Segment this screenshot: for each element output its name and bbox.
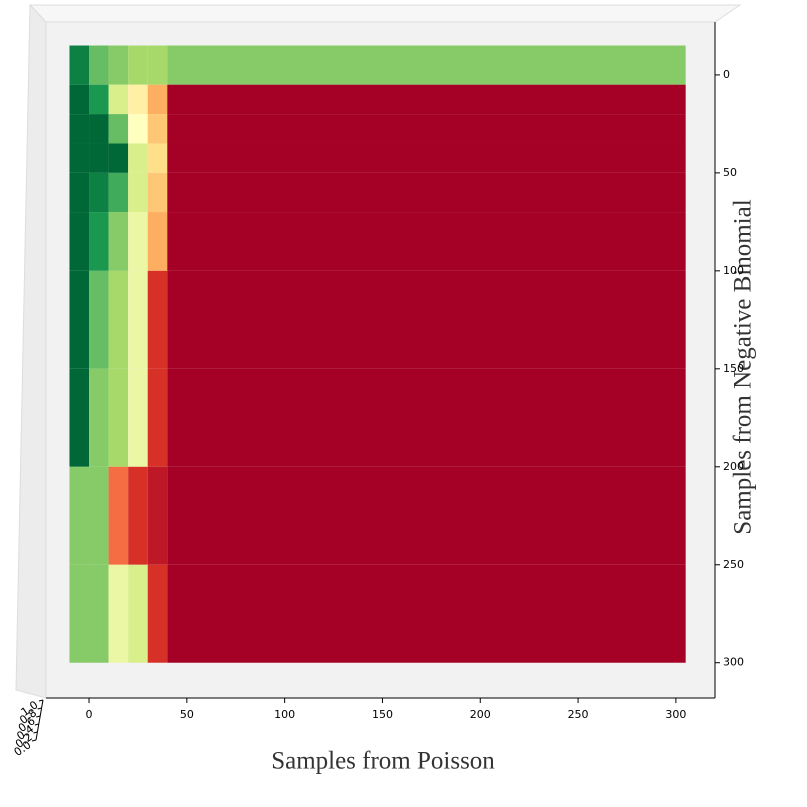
surface-cell (128, 45, 148, 85)
surface-cell (147, 84, 168, 115)
surface-cell (69, 84, 90, 115)
y-tick-label: 250 (723, 558, 744, 571)
surface-cell (108, 84, 129, 115)
x-tick-label: 200 (470, 708, 491, 721)
y-tick-label: 50 (723, 166, 737, 179)
x-axis-title: Samples from Poisson (271, 748, 495, 775)
surface-cell (128, 368, 148, 467)
surface-cell (108, 368, 129, 467)
y-axis-title: Samples from Negative Binomial (730, 199, 757, 534)
surface-cell (108, 466, 129, 565)
surface-cell (167, 564, 686, 663)
surface-cell (167, 270, 686, 369)
surface-cell (128, 84, 148, 115)
z-tick (34, 723, 39, 726)
z-tick (36, 715, 41, 718)
x-tick-label: 0 (86, 708, 93, 721)
z-tick (33, 731, 38, 734)
surface-cell (108, 114, 129, 144)
surface-cell (147, 45, 168, 85)
surface-cell (89, 270, 109, 369)
surface-cell (167, 114, 686, 144)
surface-cell (167, 466, 686, 565)
surface-cell (69, 564, 90, 663)
surface-cell (89, 114, 109, 144)
surface-cell (69, 212, 90, 271)
x-tick-label: 50 (180, 708, 194, 721)
y-tick-label: 0 (723, 68, 730, 81)
surface-cell (69, 45, 90, 85)
surface-cell (89, 466, 109, 565)
surface-cell (147, 143, 168, 173)
surface-cell (167, 84, 686, 115)
surface-cell (89, 564, 109, 663)
surface-cell (147, 172, 168, 213)
surface-cell (69, 172, 90, 213)
surface-cell (167, 368, 686, 467)
z-axis-line (35, 699, 44, 741)
z-tick (38, 699, 44, 702)
surface-cell (147, 114, 168, 144)
surface-cell (89, 172, 109, 213)
surface-cell (167, 45, 686, 85)
y-tick-label: 100 (723, 264, 744, 277)
surface-cell (89, 84, 109, 115)
x-tick-label: 100 (274, 708, 295, 721)
y-tick-label: 300 (723, 656, 744, 669)
surface-cell (147, 212, 168, 271)
surface-cell (128, 114, 148, 144)
surface-cell (128, 270, 148, 369)
surface-cell (147, 466, 168, 565)
x-tick-label: 250 (568, 708, 589, 721)
surface-cell (89, 212, 109, 271)
surface-cell (147, 270, 168, 369)
x-tick-label: 150 (372, 708, 393, 721)
y-tick-label: 200 (723, 460, 744, 473)
surface-cell (108, 212, 129, 271)
surface-cell (128, 143, 148, 173)
surface-cell (128, 564, 148, 663)
surface-cell (69, 466, 90, 565)
surface-cell (128, 212, 148, 271)
surface-cell (128, 466, 148, 565)
surface-cell (108, 143, 129, 173)
surface-cell (167, 172, 686, 213)
x-tick-label: 300 (665, 708, 686, 721)
surface-cell (147, 564, 168, 663)
surface-cell (69, 270, 90, 369)
surface-cell (167, 212, 686, 271)
surface-cell (108, 564, 129, 663)
y-tick-label: 150 (723, 362, 744, 375)
surface-cell (69, 114, 90, 144)
surface-cell (108, 45, 129, 85)
surface-cell (69, 143, 90, 173)
surface-cell (147, 368, 168, 467)
surface-cell (89, 368, 109, 467)
z-tick (37, 707, 42, 710)
surface-cell (89, 45, 109, 85)
surface-cell (89, 143, 109, 173)
surface-cell (167, 143, 686, 173)
z-tick (31, 739, 37, 742)
surface-cell (69, 368, 90, 467)
surface-cell (108, 172, 129, 213)
surface-cell (108, 270, 129, 369)
surface-cell (128, 172, 148, 213)
